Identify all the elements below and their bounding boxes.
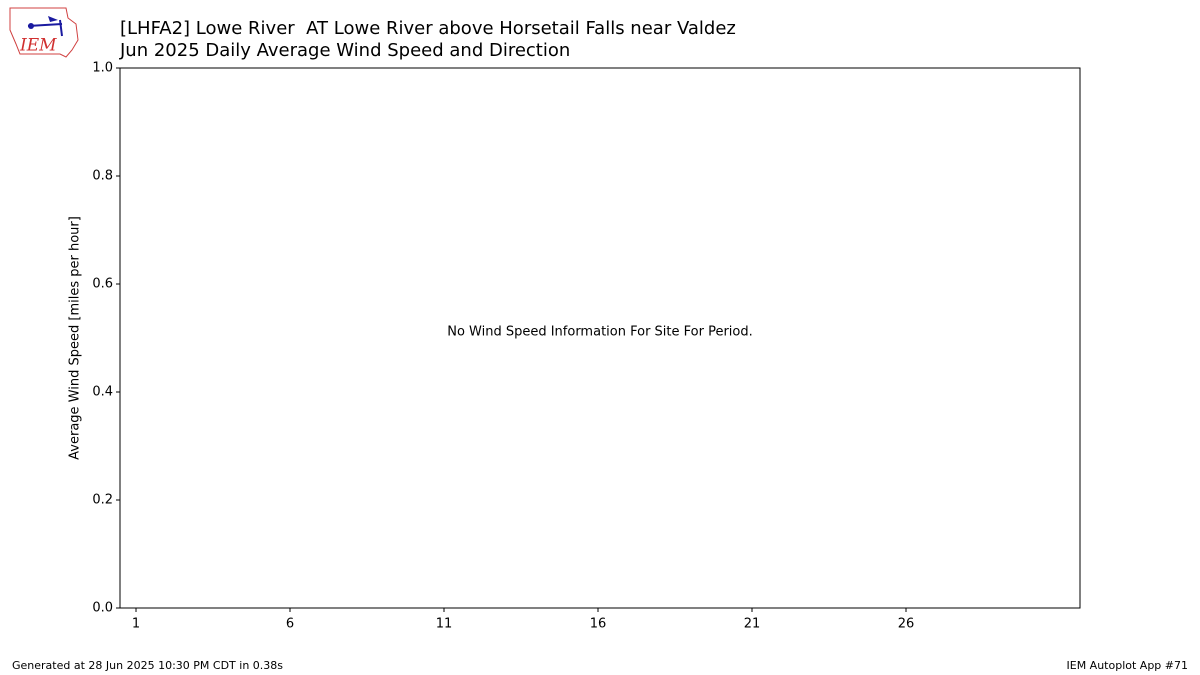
- chart-subtitle: Jun 2025 Daily Average Wind Speed and Di…: [119, 40, 570, 61]
- footer-left: Generated at 28 Jun 2025 10:30 PM CDT in…: [12, 659, 283, 672]
- logo: IEM: [9, 7, 79, 58]
- y-tick-label: 1.0: [92, 61, 113, 76]
- y-axis-label: Average Wind Speed [miles per hour]: [68, 216, 83, 460]
- x-tick-label: 6: [286, 617, 294, 632]
- x-tick-label: 16: [590, 617, 607, 632]
- x-tick-label: 1: [132, 617, 140, 632]
- logo-text: IEM: [19, 36, 57, 56]
- y-tick-label: 0.0: [92, 601, 113, 616]
- x-tick-label: 11: [436, 617, 453, 632]
- y-tick-label: 0.2: [92, 493, 113, 508]
- y-tick-label: 0.4: [92, 385, 113, 400]
- x-tick-label: 26: [898, 617, 915, 632]
- footer-right: IEM Autoplot App #71: [1067, 659, 1189, 672]
- y-tick-label: 0.6: [92, 277, 113, 292]
- plot-frame: [119, 67, 1081, 609]
- chart-title: [LHFA2] Lowe River AT Lowe River above H…: [120, 18, 736, 39]
- annotation: No Wind Speed Information For Site For P…: [447, 325, 753, 340]
- y-tick-label: 0.8: [92, 169, 113, 184]
- x-tick-label: 21: [744, 617, 761, 632]
